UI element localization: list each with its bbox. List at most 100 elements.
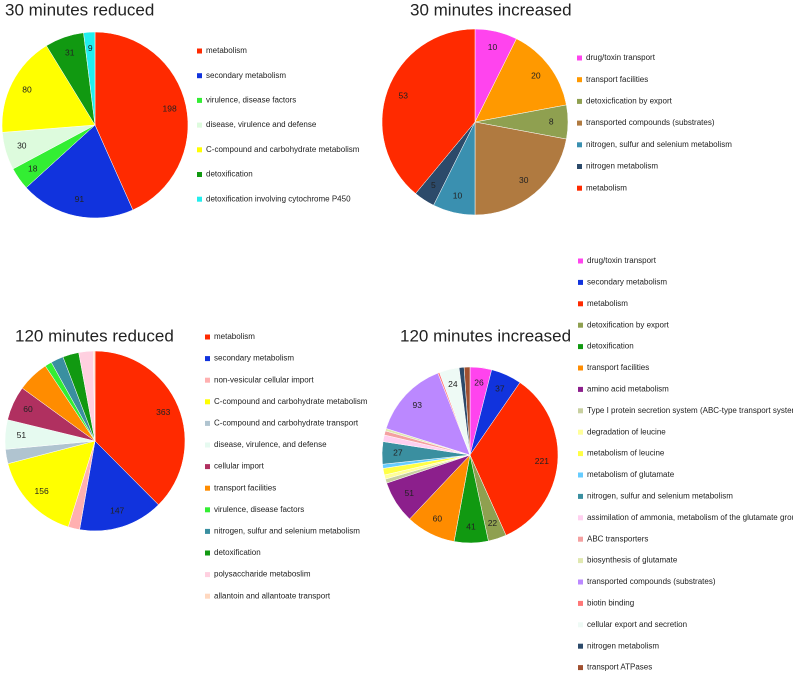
legend-label: metabolism of glutamate [587,470,675,479]
data-label: 60 [23,404,33,414]
legend-swatch [205,334,210,340]
data-label: 41 [466,521,476,531]
legend-label: detoxification [214,548,261,557]
data-label: 80 [22,85,32,95]
pie-slice [474,121,567,216]
legend-swatch [197,48,202,54]
legend-label: metabolism [206,46,247,55]
legend-swatch [577,98,582,104]
legend-label: nitrogen metabolism [587,641,659,650]
legend-swatch [578,408,583,414]
legend-label: detoxification [206,170,253,179]
legend-label: Type I protein secretion system (ABC-typ… [587,406,793,415]
legend-label: polysaccharide metaboslim [214,570,311,579]
data-label: 30 [519,175,529,185]
data-label: 221 [535,456,549,466]
legend-label: drug/toxin transport [586,53,656,62]
legend-swatch [197,122,202,128]
legend-swatch [578,536,583,542]
legend-label: metabolism [214,332,255,341]
legend-swatch [578,600,583,606]
pie-slice [1,45,96,133]
data-label: 60 [433,514,443,524]
data-label: 9 [88,43,93,53]
data-label: 8 [549,116,554,126]
legend-swatch [197,97,202,103]
legend-label: nitrogen metabolism [586,162,658,171]
data-label: 26 [474,378,484,388]
pie-slice [385,372,471,456]
legend-label: detoxification [587,342,634,351]
legend-label: transported compounds (substrates) [586,118,715,127]
data-label: 10 [488,42,498,52]
data-label: 93 [413,400,423,410]
legend-swatch [578,579,583,585]
legend-swatch [577,164,582,169]
legend-swatch [578,386,583,392]
data-label: 18 [28,163,38,173]
data-label: 22 [488,518,498,528]
legend-label: transport ATPases [587,663,652,672]
legend-label: degradation of leucine [587,427,666,436]
legend-swatch [578,344,583,350]
legend-swatch [578,365,583,371]
pie-slice [474,38,567,123]
legend-label: metabolism [587,299,628,308]
legend-label: nitrogen, sulfur and selenium metabolism [586,140,732,149]
legend-swatch [578,429,583,435]
legend-label: virulence, disease factors [206,96,296,105]
chart-title: 30 minutes increased [410,0,572,19]
legend-swatch [578,451,583,457]
pie-slice [79,440,159,532]
legend-label: transport facilities [587,363,649,372]
pie-slice [92,350,96,442]
legend-swatch [197,196,202,202]
legend-swatch [578,301,583,307]
legend-label: C-compound and carbohydrate metabolism [206,145,360,154]
data-label: 27 [393,448,403,458]
legend-swatch [205,420,210,426]
legend-swatch [577,55,582,61]
legend-swatch [205,377,210,383]
legend-swatch [205,485,210,491]
legend-label: biotin binding [587,599,634,608]
legend-swatch [577,185,582,191]
legend-swatch [578,258,583,264]
legend-label: transport facilities [214,483,276,492]
data-label: 31 [65,47,75,57]
pie-slice [25,124,134,219]
legend-swatch [205,528,210,534]
legend-label: secondary metabolism [587,278,667,287]
legend-label: non-vesicular cellular import [214,375,314,384]
legend-swatch [578,622,583,628]
legend-label: cellular import [214,462,265,471]
pie-slice [381,28,476,194]
legend-swatch [577,77,582,83]
legend-swatch [578,643,583,649]
pie-slice [463,366,471,456]
legend-swatch [578,279,583,285]
legend-label: ABC transporters [587,534,648,543]
legend-label: virulence, disease factors [214,505,304,514]
legend-label: C-compound and carbohydrate transport [214,419,359,428]
data-label: 147 [110,506,124,516]
data-label: 51 [17,430,27,440]
chart-title: 120 minutes reduced [15,326,174,345]
legend-swatch [578,665,583,671]
legend-label: secondary metabolism [206,71,286,80]
legend-label: disease, virulence, and defense [214,440,327,449]
data-label: 5 [431,180,436,190]
data-label: 198 [162,103,176,113]
data-label: 363 [156,407,170,417]
data-label: 10 [453,190,463,200]
chart-title: 120 minutes increased [400,326,571,345]
legend-label: biosynthesis of glutamate [587,556,678,565]
legend-swatch [205,550,210,556]
legend-label: secondary metabolism [214,354,294,363]
legend-swatch [205,356,210,362]
pie-slice [94,350,186,506]
legend-swatch [205,593,210,599]
legend-label: nitrogen, sulfur and selenium metabolism [214,527,360,536]
legend-swatch [578,515,583,521]
